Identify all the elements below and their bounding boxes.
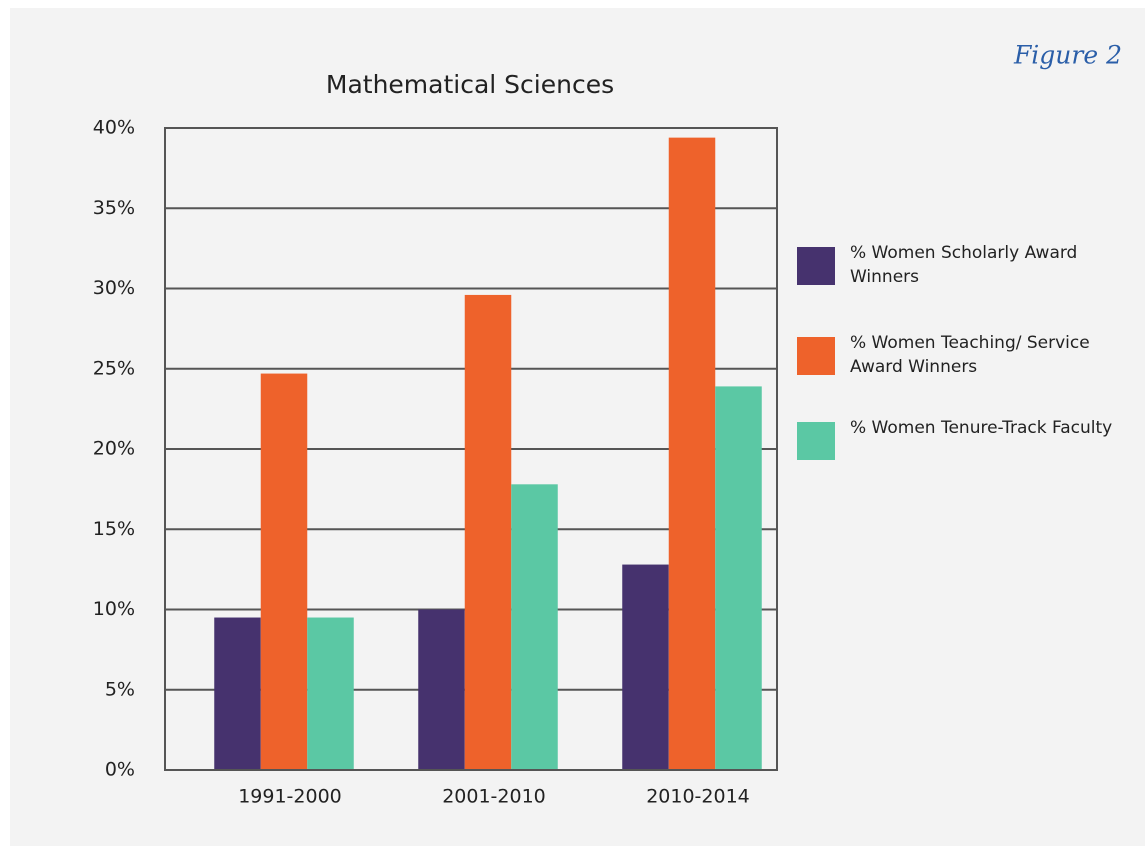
legend-swatch (797, 422, 835, 460)
bar (668, 137, 716, 770)
bar (464, 294, 512, 770)
y-tick-label: 35% (93, 197, 135, 219)
bar (214, 617, 261, 770)
bar (307, 617, 354, 770)
chart-title: Mathematical Sciences (326, 70, 614, 99)
y-tick-label: 20% (93, 438, 135, 460)
y-tick-label: 0% (105, 759, 135, 781)
bar (418, 609, 465, 770)
bar (260, 373, 308, 770)
legend-label: % Women Teaching/ Service Award Winners (850, 333, 1090, 377)
plot-border (164, 127, 778, 771)
y-tick-label: 40% (93, 117, 135, 139)
x-tick-label: 1991-2000 (238, 786, 342, 808)
x-tick-label: 2010-2014 (646, 786, 750, 808)
x-tick-label: 2001-2010 (442, 786, 546, 808)
legend-swatch (797, 247, 835, 285)
y-tick-label: 10% (93, 598, 135, 620)
y-tick-label: 15% (93, 518, 135, 540)
bar (715, 386, 762, 770)
legend-label: % Women Tenure-Track Faculty (850, 418, 1113, 438)
legend-swatch (797, 337, 835, 375)
y-tick-label: 25% (93, 357, 135, 379)
y-tick-label: 30% (93, 277, 135, 299)
figure-label: Figure 2 (1013, 41, 1122, 70)
legend-label: % Women Scholarly Award Winners (850, 243, 1078, 287)
bar (622, 564, 669, 770)
bar (511, 484, 558, 770)
y-tick-label: 5% (105, 678, 135, 700)
background (10, 8, 1145, 846)
